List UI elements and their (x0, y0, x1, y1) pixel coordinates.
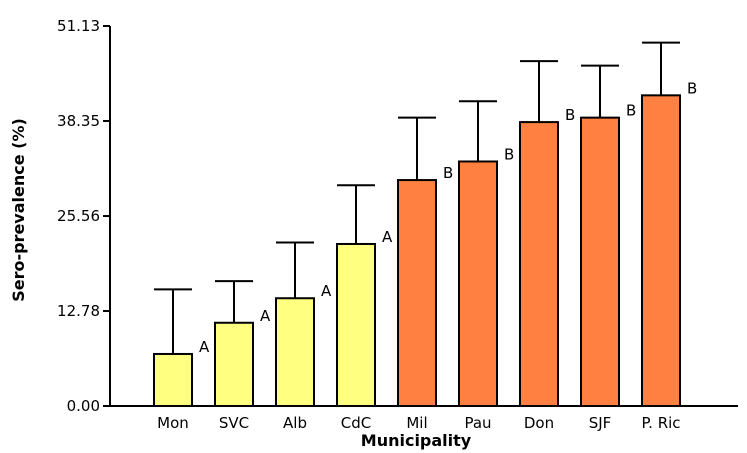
x-tick-label: CdC (341, 414, 371, 432)
bar (519, 121, 559, 407)
x-tick-label: Mil (406, 414, 427, 432)
group-label: B (687, 79, 697, 97)
bar (580, 116, 620, 408)
bars (153, 94, 681, 408)
group-label: A (382, 228, 393, 246)
group-label: A (199, 338, 210, 356)
x-tick-label: Don (524, 414, 554, 432)
group-labels: A A A A B B B B B (199, 79, 697, 356)
bar (458, 160, 498, 407)
group-label: B (443, 164, 453, 182)
y-tick-label: 25.56 (57, 207, 100, 225)
y-tick-label: 51.13 (57, 17, 100, 35)
bar (336, 242, 376, 407)
y-axis-title: Sero-prevalence (%) (9, 118, 28, 302)
x-tick-label: P. Ric (641, 414, 680, 432)
x-tick-label: Mon (157, 414, 189, 432)
tick-labels: 0.00 12.78 25.56 38.35 51.13 Mon SVC Alb CdC Mil P… (57, 17, 681, 432)
x-tick-label: Pau (464, 414, 491, 432)
x-tick-label: Alb (283, 414, 307, 432)
x-axis-title: Municipality (361, 431, 472, 450)
x-tick-label: SVC (219, 414, 249, 432)
error-bars (154, 41, 680, 354)
bar (641, 94, 681, 408)
bar (153, 352, 193, 407)
bar (397, 179, 437, 407)
bar (214, 321, 254, 407)
group-label: B (626, 102, 636, 120)
y-tick-label: 12.78 (57, 302, 100, 320)
group-label: A (321, 282, 332, 300)
bar (275, 297, 315, 407)
group-label: A (260, 307, 271, 325)
group-label: B (565, 106, 575, 124)
y-tick-label: 0.00 (67, 397, 100, 415)
y-tick-label: 38.35 (57, 112, 100, 130)
group-label: B (504, 145, 514, 163)
x-tick-label: SJF (589, 414, 612, 432)
